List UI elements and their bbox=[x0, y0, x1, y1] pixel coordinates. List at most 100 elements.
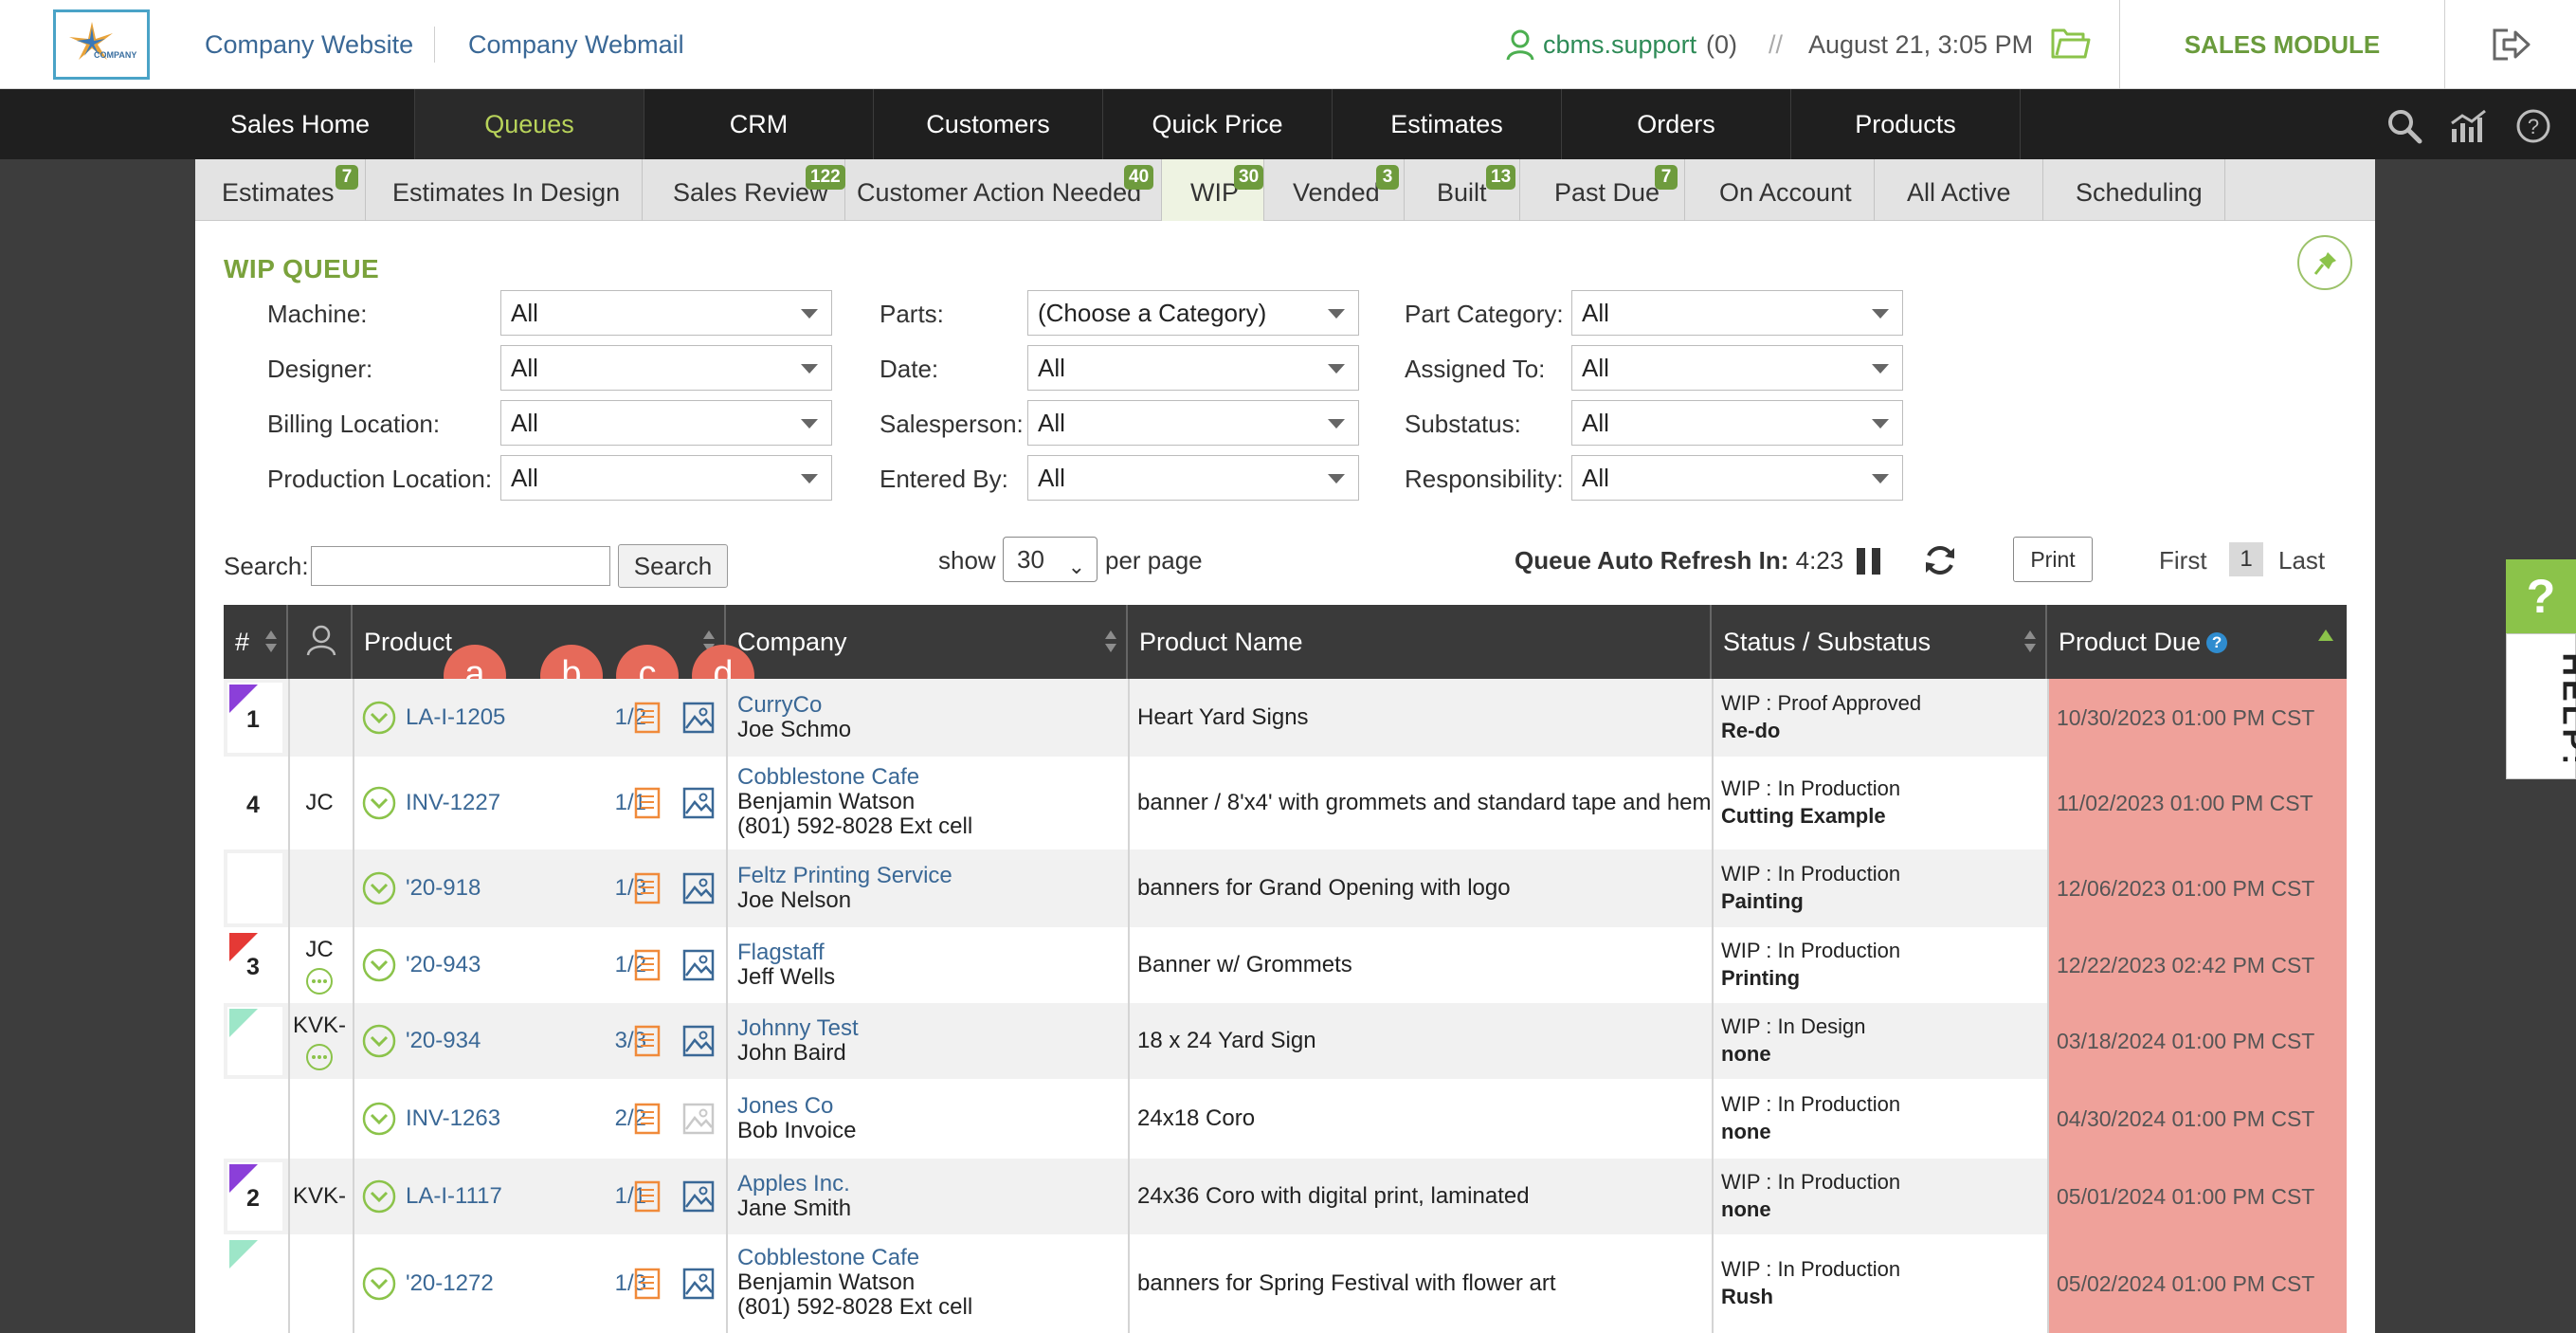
product-number-link[interactable]: INV-1263 bbox=[406, 1105, 501, 1131]
tab-past-due[interactable]: Past Due 7 bbox=[1520, 159, 1685, 221]
table-row[interactable]: 1 LA-I-1205 1/2 CurryCo Joe Schmo Heart Yard … bbox=[224, 679, 2347, 757]
table-row[interactable]: 4 JC INV-1227 1/1 Cobblestone Cafe Benjamin W… bbox=[224, 757, 2347, 849]
pager-first-link[interactable]: First bbox=[2159, 546, 2207, 575]
nav-crm[interactable]: CRM bbox=[644, 89, 874, 159]
company-link[interactable]: Cobblestone Cafe bbox=[737, 1245, 920, 1270]
more-assignees-icon[interactable] bbox=[305, 967, 334, 995]
nav-sales-home[interactable]: Sales Home bbox=[186, 89, 415, 159]
expand-row-icon[interactable] bbox=[362, 1024, 396, 1058]
work-order-document-icon[interactable] bbox=[633, 1180, 662, 1213]
work-order-document-icon[interactable] bbox=[633, 1103, 662, 1135]
column-header-assignee[interactable] bbox=[288, 605, 353, 679]
table-row[interactable]: 2 KVK- LA-I-1117 1/1 Apples Inc. Jane Smith 24… bbox=[224, 1159, 2347, 1234]
proof-image-icon[interactable] bbox=[682, 1268, 715, 1300]
company-link[interactable]: CurryCo bbox=[737, 692, 823, 718]
table-row[interactable]: INV-1263 2/2 Jones Co Bob Invoice 24x18 Coro… bbox=[224, 1079, 2347, 1159]
company-logo[interactable]: COMPANY bbox=[53, 9, 150, 80]
expand-row-icon[interactable] bbox=[362, 1267, 396, 1301]
company-link[interactable]: Cobblestone Cafe bbox=[737, 764, 920, 790]
tab-customer-action-needed[interactable]: Customer Action Needed 40 bbox=[845, 159, 1162, 221]
proof-image-icon[interactable] bbox=[682, 1025, 715, 1057]
company-link[interactable]: Johnny Test bbox=[737, 1015, 859, 1041]
expand-row-icon[interactable] bbox=[362, 786, 396, 820]
substatus-select[interactable]: All bbox=[1571, 400, 1903, 446]
search-icon[interactable] bbox=[2386, 108, 2422, 144]
column-header-product-due[interactable]: Product Due? bbox=[2047, 605, 2347, 679]
expand-row-icon[interactable] bbox=[362, 871, 396, 905]
help-side-tab[interactable]: ? HELP: bbox=[2506, 559, 2576, 779]
tab-estimates-in-design[interactable]: Estimates In Design bbox=[366, 159, 643, 221]
pager-current-page[interactable]: 1 bbox=[2229, 542, 2263, 576]
product-number-link[interactable]: '20-1272 bbox=[406, 1270, 494, 1296]
expand-row-icon[interactable] bbox=[362, 701, 396, 735]
proof-image-icon[interactable] bbox=[682, 702, 715, 734]
tab-built[interactable]: Built 13 bbox=[1405, 159, 1520, 221]
nav-products[interactable]: Products bbox=[1791, 89, 2021, 159]
table-row[interactable]: '20-1272 1/3 Cobblestone Cafe Benjamin Wats… bbox=[224, 1234, 2347, 1333]
nav-orders[interactable]: Orders bbox=[1562, 89, 1791, 159]
tab-vended[interactable]: Vended 3 bbox=[1264, 159, 1405, 221]
nav-customers[interactable]: Customers bbox=[874, 89, 1103, 159]
tab-on-account[interactable]: On Account bbox=[1685, 159, 1875, 221]
responsibility-select[interactable]: All bbox=[1571, 455, 1903, 501]
product-number-link[interactable]: INV-1227 bbox=[406, 790, 501, 815]
nav-queues[interactable]: Queues bbox=[415, 89, 644, 159]
work-order-document-icon[interactable] bbox=[633, 1025, 662, 1057]
parts-select[interactable]: (Choose a Category) bbox=[1027, 290, 1359, 336]
column-header-company[interactable]: Company bbox=[726, 605, 1128, 679]
pause-icon[interactable] bbox=[1854, 546, 1884, 576]
folder-icon[interactable] bbox=[2051, 27, 2091, 61]
logout-icon[interactable] bbox=[2491, 27, 2531, 63]
billing-location-select[interactable]: All bbox=[500, 400, 832, 446]
product-number-link[interactable]: '20-934 bbox=[406, 1028, 481, 1053]
help-info-icon[interactable]: ? bbox=[2206, 632, 2228, 653]
tab-sales-review[interactable]: Sales Review 122 bbox=[643, 159, 845, 221]
production-location-select[interactable]: All bbox=[500, 455, 832, 501]
proof-image-icon[interactable] bbox=[682, 787, 715, 819]
designer-select[interactable]: All bbox=[500, 345, 832, 391]
table-row[interactable]: 3 JC '20-943 1/2 Flagstaff Jeff Wells Banner w… bbox=[224, 927, 2347, 1003]
search-button[interactable]: Search bbox=[618, 544, 728, 588]
date-select[interactable]: All bbox=[1027, 345, 1359, 391]
tab-all-active[interactable]: All Active bbox=[1875, 159, 2043, 221]
company-link[interactable]: Jones Co bbox=[737, 1093, 834, 1119]
product-number-link[interactable]: LA-I-1205 bbox=[406, 704, 506, 730]
proof-image-icon[interactable] bbox=[682, 1103, 715, 1135]
proof-image-icon[interactable] bbox=[682, 1180, 715, 1213]
tab-wip[interactable]: WIP 30 bbox=[1162, 159, 1264, 221]
tab-estimates[interactable]: Estimates 7 bbox=[195, 159, 366, 221]
assigned-to-select[interactable]: All bbox=[1571, 345, 1903, 391]
expand-row-icon[interactable] bbox=[362, 1179, 396, 1214]
proof-image-icon[interactable] bbox=[682, 949, 715, 981]
product-number-link[interactable]: LA-I-1117 bbox=[406, 1183, 502, 1209]
search-input[interactable] bbox=[311, 546, 610, 586]
product-number-link[interactable]: '20-918 bbox=[406, 875, 481, 901]
help-circle-icon[interactable]: ? bbox=[2515, 108, 2551, 144]
column-header-status[interactable]: Status / Substatus bbox=[1712, 605, 2047, 679]
reports-chart-icon[interactable] bbox=[2449, 108, 2489, 144]
table-row[interactable]: KVK- '20-934 3/3 Johnny Test John Baird 18 x … bbox=[224, 1003, 2347, 1079]
column-header-product-name[interactable]: Product Name bbox=[1128, 605, 1712, 679]
company-link[interactable]: Flagstaff bbox=[737, 940, 825, 965]
sales-module-button[interactable]: SALES MODULE bbox=[2119, 0, 2445, 89]
company-link[interactable]: Feltz Printing Service bbox=[737, 863, 952, 888]
salesperson-select[interactable]: All bbox=[1027, 400, 1359, 446]
company-link[interactable]: Apples Inc. bbox=[737, 1171, 850, 1196]
work-order-document-icon[interactable] bbox=[633, 702, 662, 734]
company-webmail-link[interactable]: Company Webmail bbox=[468, 30, 684, 59]
table-row[interactable]: '20-918 1/3 Feltz Printing Service Joe Nels… bbox=[224, 849, 2347, 927]
user-account-link[interactable]: cbms.support bbox=[1543, 30, 1697, 59]
more-assignees-icon[interactable] bbox=[305, 1043, 334, 1071]
pager-last-link[interactable]: Last bbox=[2278, 546, 2326, 575]
work-order-document-icon[interactable] bbox=[633, 872, 662, 904]
tab-scheduling[interactable]: Scheduling bbox=[2043, 159, 2225, 221]
pin-button[interactable] bbox=[2297, 235, 2352, 290]
machine-select[interactable]: All bbox=[500, 290, 832, 336]
product-number-link[interactable]: '20-943 bbox=[406, 952, 481, 977]
refresh-icon[interactable] bbox=[1922, 542, 1958, 578]
print-button[interactable]: Print bbox=[2013, 537, 2093, 582]
part-category-select[interactable]: All bbox=[1571, 290, 1903, 336]
expand-row-icon[interactable] bbox=[362, 1102, 396, 1136]
work-order-document-icon[interactable] bbox=[633, 787, 662, 819]
work-order-document-icon[interactable] bbox=[633, 949, 662, 981]
